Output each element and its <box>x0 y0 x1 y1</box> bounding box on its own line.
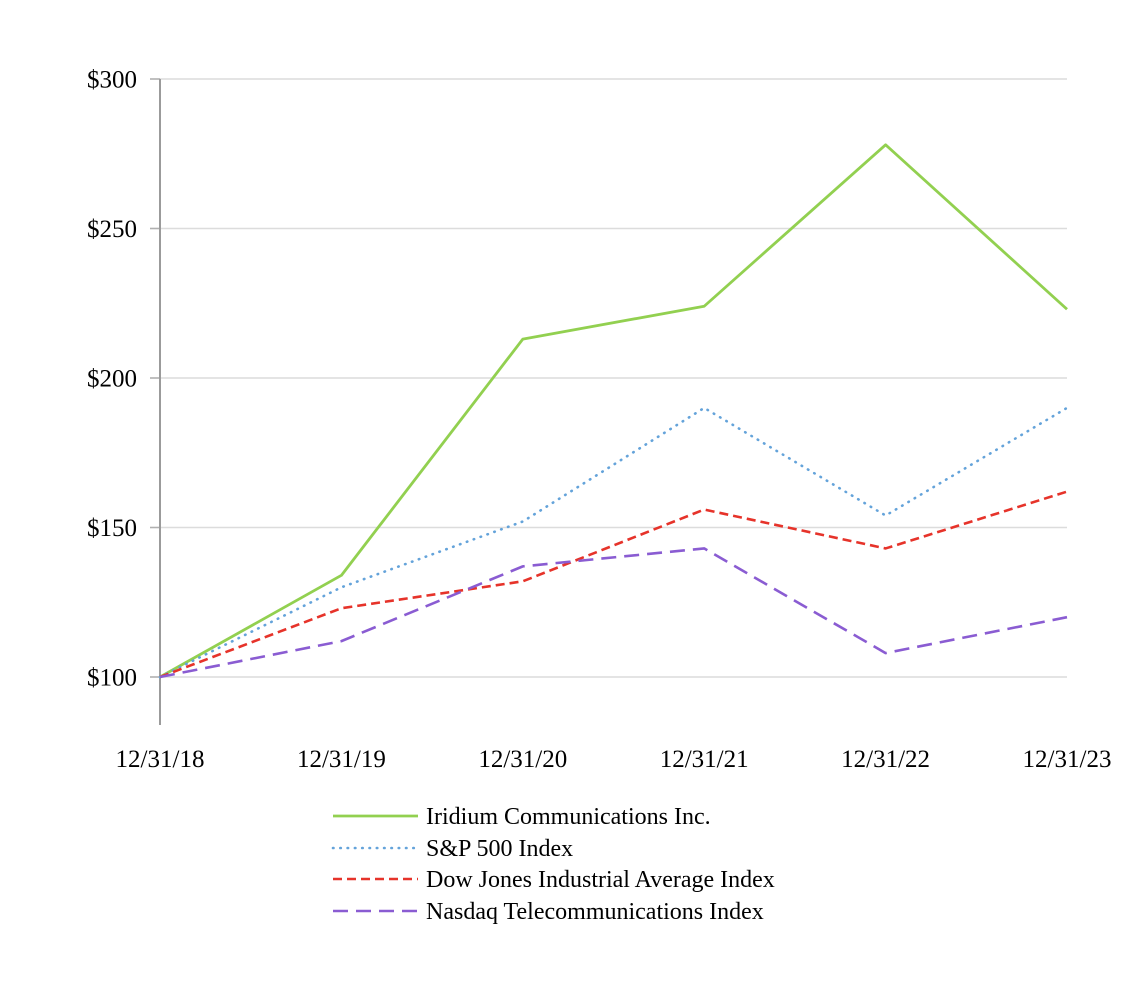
x-tick-label: 12/31/21 <box>660 746 749 773</box>
legend-label: Iridium Communications Inc. <box>426 804 711 830</box>
y-tick-label: $150 <box>87 515 137 542</box>
legend-label: Dow Jones Industrial Average Index <box>426 867 775 893</box>
y-tick-label: $250 <box>87 216 137 243</box>
series-line-4 <box>159 547 1068 679</box>
series-line-3 <box>159 490 1068 679</box>
legend-label: S&P 500 Index <box>426 836 573 862</box>
y-tick-label: $300 <box>87 67 137 94</box>
x-tick-label: 12/31/20 <box>478 746 567 773</box>
x-tick-label: 12/31/18 <box>116 746 205 773</box>
x-tick-label: 12/31/19 <box>297 746 386 773</box>
legend-item: S&P 500 Index <box>331 836 573 862</box>
y-tick-label: $200 <box>87 366 137 393</box>
legend-item: Dow Jones Industrial Average Index <box>333 867 775 893</box>
series-line-1 <box>159 143 1068 679</box>
legend-item: Nasdaq Telecommunications Index <box>333 899 764 925</box>
legend-item: Iridium Communications Inc. <box>333 804 711 830</box>
series-line-2 <box>158 406 1069 679</box>
legend-label: Nasdaq Telecommunications Index <box>426 899 764 925</box>
y-tick-label: $100 <box>87 665 137 692</box>
x-tick-label: 12/31/22 <box>841 746 930 773</box>
x-tick-label: 12/31/23 <box>1023 746 1112 773</box>
